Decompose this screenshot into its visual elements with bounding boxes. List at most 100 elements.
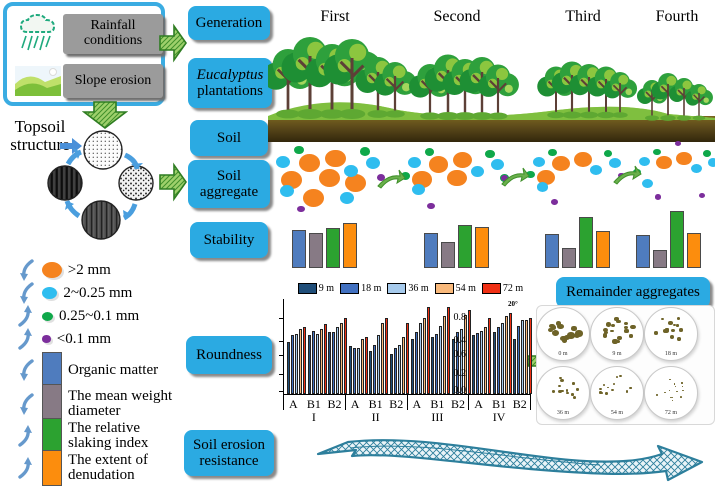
aggregate-particle[interactable] [344, 165, 358, 178]
aggregate-dot[interactable] [611, 388, 615, 392]
aggregate-particle[interactable] [639, 156, 650, 166]
aggregate-particle[interactable] [344, 174, 366, 193]
roundness-bar[interactable] [348, 346, 352, 394]
aggregate-size-swatch[interactable] [42, 335, 51, 343]
aggregate-particle[interactable] [501, 174, 509, 181]
aggregate-dot[interactable] [573, 396, 577, 400]
aggregate-dot[interactable] [571, 381, 575, 385]
roundness-bar[interactable] [496, 327, 500, 394]
roundness-xcat-label[interactable]: A [288, 397, 298, 411]
roundness-group-separator[interactable] [283, 394, 284, 410]
roundness-bar[interactable] [340, 323, 344, 394]
roundness-xcat-label[interactable]: B1 [492, 397, 507, 411]
aggregate-particle[interactable] [548, 148, 557, 156]
aggregate-dot[interactable] [623, 321, 628, 326]
legend-row-metric[interactable]: Organic matter [16, 352, 158, 388]
aggregate-dot[interactable] [670, 396, 672, 399]
aggregate-dot[interactable] [653, 331, 658, 335]
stability-bar[interactable] [309, 233, 323, 268]
roundness-bar-group[interactable] [431, 307, 451, 394]
roundness-bar[interactable] [319, 329, 323, 394]
roundness-bar-group[interactable] [451, 310, 471, 394]
aggregate-dot[interactable] [669, 378, 672, 381]
aggregate-dot[interactable] [676, 390, 678, 393]
roundness-bar[interactable] [328, 332, 332, 394]
stability-bar-group[interactable] [545, 208, 610, 268]
roundness-group-label[interactable]: IV [492, 410, 506, 424]
generation-label[interactable]: Third [565, 8, 601, 25]
aggregate-size-swatch[interactable] [42, 311, 53, 321]
aggregate-dot[interactable] [682, 385, 684, 388]
aggregate-particle[interactable] [280, 185, 294, 198]
roundness-bar[interactable] [410, 339, 414, 394]
remainder-plate-label[interactable]: 0 m [558, 351, 568, 357]
generation-label[interactable]: Second [433, 8, 481, 25]
roundness-bar-group[interactable] [348, 337, 368, 394]
roundness-bar[interactable] [311, 331, 315, 394]
roundness-bar[interactable] [484, 327, 488, 394]
aggregate-particle[interactable] [302, 188, 324, 207]
roundness-bar[interactable] [336, 327, 340, 394]
roundness-legend-label[interactable]: 36 m [408, 283, 429, 294]
roundness-bar[interactable] [472, 335, 476, 394]
roundness-legend-label[interactable]: 18 m [361, 283, 382, 294]
metric-swatch[interactable] [42, 418, 62, 454]
roundness-bar[interactable] [459, 329, 463, 394]
aggregate-particle[interactable] [340, 191, 354, 204]
roundness-bar-group[interactable] [410, 307, 430, 394]
roundness-bar[interactable] [303, 327, 306, 394]
stability-bar[interactable] [670, 211, 684, 268]
roundness-bar-group[interactable] [287, 327, 306, 394]
roundness-bar[interactable] [508, 313, 512, 394]
aggregate-particle[interactable] [447, 169, 467, 187]
legend-size-label[interactable]: <0.1 mm [56, 330, 112, 347]
roundness-ytick-mark[interactable] [279, 341, 283, 342]
aggregate-dot[interactable] [619, 375, 623, 378]
aggregate-dot[interactable] [605, 392, 609, 395]
aggregate-dot[interactable] [680, 396, 683, 399]
aggregate-particle[interactable] [676, 151, 693, 166]
aggregate-particle[interactable] [699, 193, 706, 199]
aggregate-dot[interactable] [676, 324, 680, 327]
aggregate-dot[interactable] [600, 391, 604, 395]
aggregate-particle[interactable] [642, 178, 653, 188]
stability-bar[interactable] [326, 228, 340, 268]
metric-swatch[interactable] [42, 352, 62, 388]
legend-row-size[interactable]: 0.25~0.1 mm [16, 304, 139, 328]
roundness-legend-item[interactable]: 9 m [297, 283, 334, 294]
aggregate-dot[interactable] [667, 320, 673, 325]
remainder-plate-label[interactable]: 18 m [664, 351, 678, 357]
legend-row-size[interactable]: 2~0.25 mm [16, 281, 132, 305]
roundness-bar[interactable] [385, 318, 389, 394]
stability-bar[interactable] [596, 231, 610, 268]
aggregate-dot[interactable] [616, 339, 621, 343]
remainder-plate[interactable]: 0 m [536, 307, 590, 361]
roundness-ytick-label[interactable]: 0.2 [453, 368, 467, 379]
stability-bar[interactable] [458, 225, 472, 268]
aggregate-particle[interactable] [452, 151, 473, 169]
legend-size-label[interactable]: 2~0.25 mm [63, 284, 133, 301]
roundness-bar-group[interactable] [389, 323, 409, 394]
roundness-ytick-mark[interactable] [279, 391, 283, 392]
remainder-plate-label[interactable]: 54 m [610, 410, 624, 416]
aggregate-dot[interactable] [560, 379, 565, 383]
generation-label[interactable]: Fourth [655, 8, 699, 25]
aggregate-dot[interactable] [664, 328, 669, 332]
roundness-bar[interactable] [504, 316, 508, 394]
metric-swatch[interactable] [42, 450, 62, 486]
aggregate-dot[interactable] [574, 330, 583, 337]
aggregate-dot[interactable] [668, 390, 671, 392]
aggregate-particle[interactable] [400, 172, 410, 181]
aggregate-dot[interactable] [625, 390, 629, 393]
roundness-xcat-label[interactable]: B2 [450, 397, 465, 411]
aggregate-dot[interactable] [566, 391, 569, 394]
roundness-xcat-label[interactable]: A [350, 397, 360, 411]
aggregate-particle[interactable] [377, 174, 385, 182]
aggregate-particle[interactable] [297, 205, 305, 213]
aggregate-dot[interactable] [567, 332, 576, 340]
aggregate-dot[interactable] [551, 390, 555, 394]
aggregate-dot[interactable] [672, 396, 674, 398]
aggregate-dot[interactable] [624, 325, 629, 330]
roundness-bar[interactable] [521, 320, 525, 394]
roundness-bar-group[interactable] [369, 318, 389, 394]
